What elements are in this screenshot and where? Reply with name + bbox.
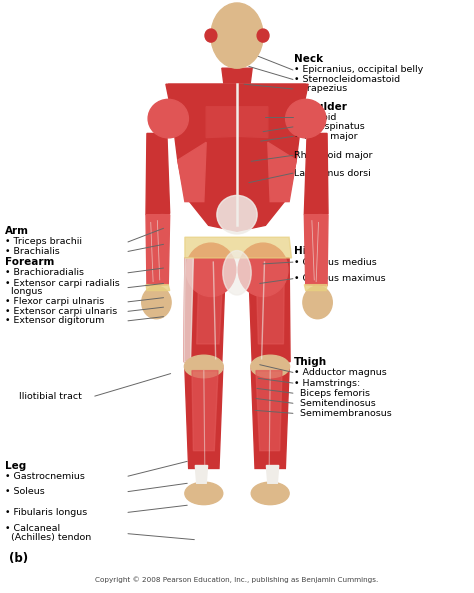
Text: Latissimus dorsi: Latissimus dorsi (294, 168, 371, 178)
Text: • Extensor carpi radialis: • Extensor carpi radialis (5, 279, 119, 288)
Ellipse shape (238, 243, 288, 296)
Text: Forearm: Forearm (5, 257, 54, 267)
Text: Biceps femoris: Biceps femoris (294, 388, 370, 398)
Text: • Epicranius, occipital belly: • Epicranius, occipital belly (294, 65, 423, 75)
Text: • Sternocleidomastoid: • Sternocleidomastoid (294, 75, 400, 84)
Text: • Extensor carpi ulnaris: • Extensor carpi ulnaris (5, 307, 117, 316)
Polygon shape (222, 68, 252, 83)
Polygon shape (192, 371, 218, 451)
Ellipse shape (185, 482, 223, 505)
Text: • Deltoid: • Deltoid (294, 113, 336, 122)
Polygon shape (256, 262, 284, 344)
Polygon shape (304, 215, 328, 286)
Ellipse shape (205, 29, 217, 42)
Text: Arm: Arm (5, 227, 29, 236)
Text: Rhomboid major: Rhomboid major (294, 151, 373, 160)
Text: (Achilles) tendon: (Achilles) tendon (5, 533, 91, 543)
Polygon shape (185, 237, 292, 258)
Ellipse shape (251, 482, 289, 505)
Polygon shape (251, 368, 289, 468)
Text: Shoulder: Shoulder (294, 102, 347, 111)
Text: • Calcaneal: • Calcaneal (5, 524, 60, 534)
Text: • Flexor carpi ulnaris: • Flexor carpi ulnaris (5, 297, 104, 307)
Text: • Soleus: • Soleus (5, 487, 45, 496)
Ellipse shape (142, 286, 171, 319)
Text: • Brachioradialis: • Brachioradialis (5, 268, 84, 278)
Text: • Gluteus maximus: • Gluteus maximus (294, 274, 385, 283)
Text: Hip: Hip (294, 247, 314, 256)
Polygon shape (184, 258, 226, 362)
Text: • Fibularis longus: • Fibularis longus (5, 508, 87, 517)
Ellipse shape (257, 29, 269, 42)
Text: • Gastrocnemius: • Gastrocnemius (5, 471, 85, 481)
Ellipse shape (186, 243, 236, 296)
Text: • Triceps brachii: • Triceps brachii (5, 237, 82, 247)
Ellipse shape (285, 99, 326, 138)
Polygon shape (166, 84, 308, 130)
Text: • Gluteus medius: • Gluteus medius (294, 257, 377, 267)
Polygon shape (195, 466, 208, 483)
Text: Semitendinosus: Semitendinosus (294, 398, 375, 408)
Polygon shape (248, 258, 290, 362)
Text: • Adductor magnus: • Adductor magnus (294, 368, 387, 377)
Text: Thigh: Thigh (294, 357, 327, 366)
Polygon shape (256, 371, 282, 451)
Polygon shape (146, 285, 170, 291)
Polygon shape (184, 258, 193, 362)
Polygon shape (304, 285, 327, 291)
Text: • Extensor digitorum: • Extensor digitorum (5, 316, 104, 326)
Polygon shape (304, 133, 328, 215)
Polygon shape (206, 107, 236, 138)
Polygon shape (178, 142, 206, 202)
Text: longus: longus (5, 287, 42, 296)
Ellipse shape (303, 286, 332, 319)
Text: Leg: Leg (5, 461, 26, 471)
Ellipse shape (223, 250, 251, 295)
Polygon shape (185, 368, 223, 468)
Polygon shape (146, 133, 170, 215)
Ellipse shape (148, 99, 188, 138)
Text: (b): (b) (9, 552, 27, 565)
Text: • Infraspinatus: • Infraspinatus (294, 122, 365, 132)
Ellipse shape (217, 196, 257, 234)
Polygon shape (168, 84, 306, 231)
Text: Semimembranosus: Semimembranosus (294, 409, 392, 418)
Polygon shape (238, 107, 268, 138)
Text: Iliotibial tract: Iliotibial tract (19, 391, 82, 401)
Ellipse shape (251, 355, 290, 378)
Polygon shape (146, 215, 170, 286)
Text: • Brachialis: • Brachialis (5, 247, 60, 256)
Text: • Trapezius: • Trapezius (294, 84, 347, 94)
Polygon shape (266, 466, 279, 483)
Text: Neck: Neck (294, 55, 323, 64)
Polygon shape (268, 142, 296, 202)
Polygon shape (197, 262, 224, 344)
Text: Copyright © 2008 Pearson Education, Inc., publishing as Benjamin Cummings.: Copyright © 2008 Pearson Education, Inc.… (95, 576, 379, 584)
Ellipse shape (211, 3, 263, 68)
Ellipse shape (184, 355, 223, 378)
Text: • Hamstrings:: • Hamstrings: (294, 378, 360, 388)
Text: • Teres major: • Teres major (294, 132, 357, 141)
